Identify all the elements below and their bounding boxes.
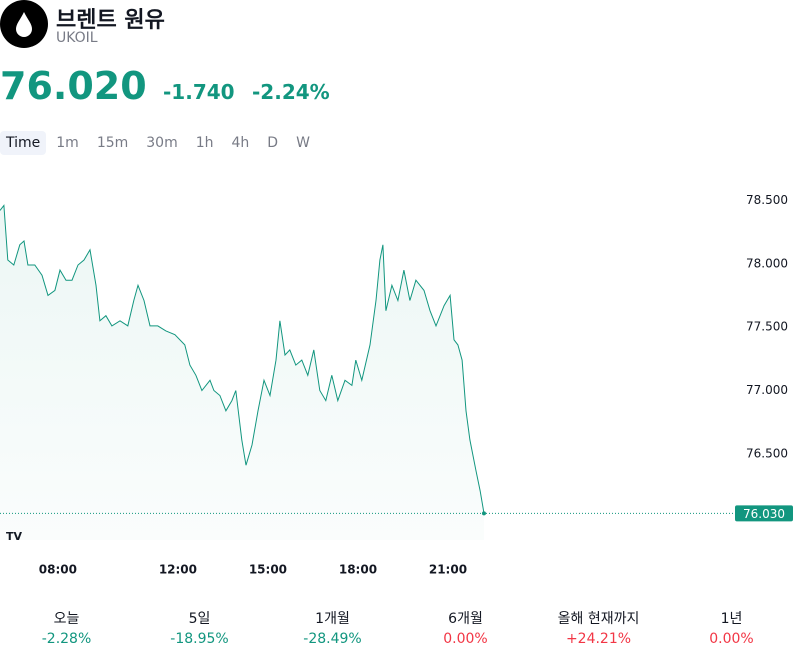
performance-value: 0.00% <box>709 631 754 647</box>
symbol-icon <box>0 0 48 48</box>
last-price-box <box>735 505 793 522</box>
interval-tab[interactable]: 30m <box>146 135 178 151</box>
x-tick-label: 18:00 <box>339 563 377 577</box>
y-tick-label: 76.500 <box>746 446 788 460</box>
performance-label: 6개월 <box>448 611 483 627</box>
performance: 오늘 -2.28% 5일 -18.95% 1개월 -28.49% 6개월 0.00% 올해 현재… <box>0 608 800 658</box>
performance-value: +24.21% <box>565 631 632 647</box>
title: 브렌트 원유 <box>56 8 165 33</box>
price-line <box>0 204 485 514</box>
last-point <box>481 511 486 516</box>
drop-icon <box>16 12 32 37</box>
x-tick-label: 08:00 <box>39 563 77 577</box>
performance-item[interactable]: 오늘 -2.28% <box>0 608 133 647</box>
chart: TV 76.50077.00077.50078.00078.50008:0012… <box>0 193 793 577</box>
price: 76.020 <box>0 64 147 108</box>
area <box>0 205 484 540</box>
performance-label: 오늘 <box>53 611 80 627</box>
interval-tab[interactable]: Time <box>0 131 47 155</box>
y-tick-label: 77.000 <box>746 383 788 397</box>
interval-tab[interactable]: W <box>296 135 310 151</box>
interval-tab[interactable]: D <box>267 135 279 151</box>
performance-label: 1개월 <box>315 611 350 627</box>
symbol: UKOIL <box>56 30 98 46</box>
performance-value: 0.00% <box>443 631 488 647</box>
performance-value: -18.95% <box>170 631 229 647</box>
interval-tab[interactable]: 4h <box>231 135 250 151</box>
x-tick-label: 15:00 <box>249 563 287 577</box>
y-tick-label: 77.500 <box>746 320 788 334</box>
interval-tab[interactable]: 15m <box>96 135 129 151</box>
change: -1.740 <box>163 80 235 104</box>
performance-value: -28.49% <box>303 631 362 647</box>
performance-label: 올해 현재까지 <box>557 611 640 627</box>
performance-value: -2.28% <box>41 631 92 647</box>
interval-tabs: Time 1m 15m 30m 1h 4h D W <box>0 131 320 155</box>
y-tick-label: 78.000 <box>746 256 788 270</box>
change-pct: -2.24% <box>252 80 330 104</box>
last-price-label: 76.030 <box>743 507 785 521</box>
x-tick-label: 12:00 <box>159 563 197 577</box>
performance-item[interactable]: 5일 -18.95% <box>133 608 266 647</box>
performance-item[interactable]: 1개월 -28.49% <box>266 608 399 647</box>
performance-label: 1년 <box>720 611 743 627</box>
performance-item[interactable]: 6개월 0.00% <box>399 608 532 647</box>
interval-tab[interactable]: 1m <box>56 135 79 151</box>
performance-item[interactable]: 1년 0.00% <box>665 608 798 647</box>
performance-label: 5일 <box>188 611 211 627</box>
interval-tab[interactable]: 1h <box>195 135 214 151</box>
performance-item[interactable]: 올해 현재까지 +24.21% <box>532 608 665 647</box>
y-tick-label: 78.500 <box>746 193 788 207</box>
x-tick-label: 21:00 <box>429 563 467 577</box>
